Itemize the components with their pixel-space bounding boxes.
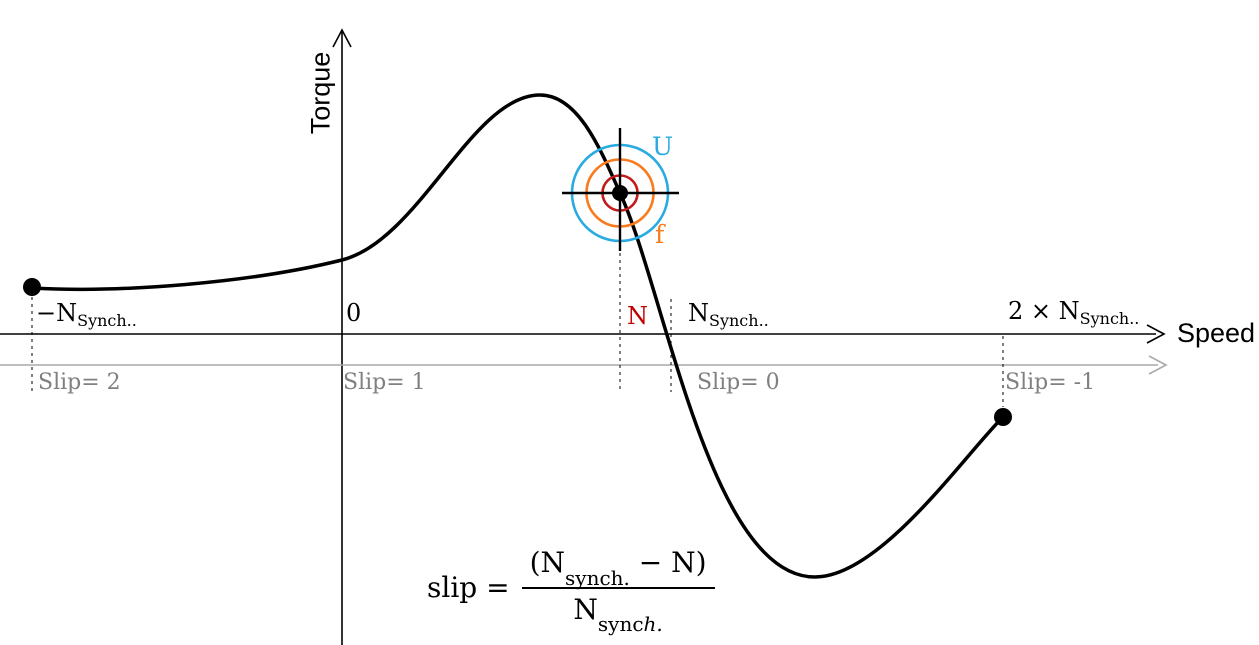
speed-axis-label: Speed xyxy=(1177,318,1256,348)
slip-tick-neg1: Slip= -1 xyxy=(1005,370,1096,395)
torque-curve xyxy=(31,93,1005,579)
start-point-marker xyxy=(23,278,41,296)
slip-formula: slip = (Nsynch. − N) Nsynch. xyxy=(427,546,715,635)
numerator-close: − N) xyxy=(629,546,707,579)
tick-neg-nsynch-main: −N xyxy=(36,299,78,327)
voltage-label-u: U xyxy=(652,132,674,161)
numerator-subscript: synch. xyxy=(565,565,630,590)
slip-tick-1: Slip= 1 xyxy=(343,370,426,395)
torque-axis-arrowhead-icon xyxy=(332,28,352,48)
tick-2nsynch-main: 2 × N xyxy=(1008,297,1080,325)
tick-2nsynch: 2 × NSynch.. xyxy=(1008,297,1139,327)
denominator-main: N xyxy=(573,592,598,626)
end-point-marker xyxy=(994,408,1012,426)
slip-axis-arrowhead-icon xyxy=(1148,355,1168,375)
operating-point-marker xyxy=(612,185,628,201)
denominator-subscript-italic: h. xyxy=(643,612,663,637)
frequency-label-f: f xyxy=(655,220,665,249)
tick-nsynch-main: N xyxy=(688,299,709,327)
tick-nsynch-sub: Synch.. xyxy=(709,311,769,330)
denominator-subscript: sync xyxy=(597,612,644,637)
tick-neg-nsynch: −NSynch.. xyxy=(36,299,137,329)
speed-axis-arrowhead-icon xyxy=(1146,324,1166,344)
tick-zero: 0 xyxy=(346,299,362,327)
tick-2nsynch-sub: Synch.. xyxy=(1079,309,1140,328)
tick-n: N xyxy=(627,302,648,330)
slip-formula-lhs: slip = xyxy=(427,570,510,604)
slip-formula-fraction: (Nsynch. − N) Nsynch. xyxy=(521,546,715,635)
tick-nsynch: NSynch.. xyxy=(688,299,769,329)
slip-tick-2: Slip= 2 xyxy=(38,370,121,395)
slip-formula-denominator: Nsynch. xyxy=(573,589,662,635)
numerator-open: (N xyxy=(529,546,566,579)
slip-formula-numerator: (Nsynch. − N) xyxy=(521,546,715,590)
slip-tick-0: Slip= 0 xyxy=(697,370,780,395)
torque-axis-label: Torque xyxy=(305,51,336,135)
tick-neg-nsynch-sub: Synch.. xyxy=(77,311,137,330)
